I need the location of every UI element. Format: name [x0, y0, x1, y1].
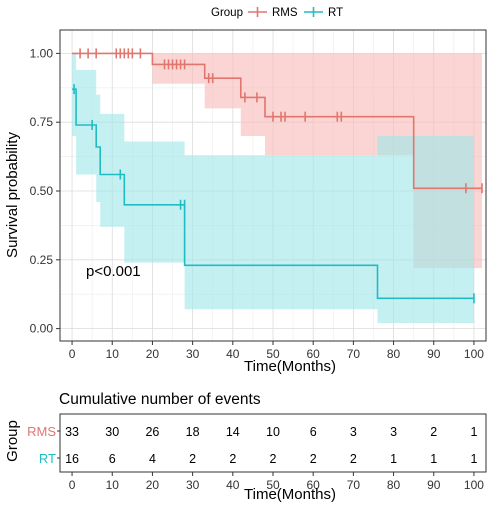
- y-tick-label: 1.00: [30, 46, 54, 60]
- events-table: Cumulative number of events RMS 33 30 26 18 1…: [4, 391, 487, 503]
- table-row-label-rt: RT: [39, 451, 56, 466]
- x-tick-label: 20: [146, 347, 160, 361]
- table-cell: 18: [186, 425, 200, 439]
- ci-band-rt: [72, 53, 474, 324]
- table-row-label-rms: RMS: [27, 424, 56, 439]
- y-tick-label: 0.50: [30, 184, 54, 198]
- table-x-tick-label: 100: [464, 478, 484, 492]
- x-tick-label: 50: [266, 347, 280, 361]
- table-cell: 4: [149, 452, 156, 466]
- p-value-annotation: p<0.001: [86, 263, 141, 280]
- ci-band-rms: [72, 53, 482, 269]
- x-tick-label: 40: [226, 347, 240, 361]
- legend-title: Group: [211, 7, 243, 19]
- survival-line-rt: [72, 88, 474, 300]
- table-y-axis-title: Group: [4, 420, 21, 462]
- y-tick-label: 0.00: [30, 322, 54, 336]
- censor-marks: [73, 48, 483, 304]
- x-tick-label: 100: [464, 347, 484, 361]
- table-cell: 1: [470, 425, 477, 439]
- x-tick-label: 30: [186, 347, 200, 361]
- x-axis-title: Time(Months): [244, 358, 336, 375]
- table-cell: 2: [430, 425, 437, 439]
- survival-line-rms: [72, 52, 482, 190]
- y-tick-label: 0.75: [30, 115, 54, 129]
- table-cell: 3: [390, 425, 397, 439]
- table-x-axis-title: Time(Months): [244, 486, 336, 503]
- table-x-ticks: 0 10 20 30 40 50 60 70 80 90 100: [69, 472, 484, 492]
- table-x-tick-label: 70: [347, 478, 361, 492]
- table-x-tick-label: 30: [186, 478, 200, 492]
- table-cell: 3: [350, 425, 357, 439]
- table-x-tick-label: 0: [69, 478, 76, 492]
- table-x-tick-label: 50: [266, 478, 280, 492]
- table-cell: 2: [270, 452, 277, 466]
- x-tick-label: 70: [347, 347, 361, 361]
- table-cell: 2: [350, 452, 357, 466]
- table-x-tick-label: 80: [387, 478, 401, 492]
- x-tick-label: 10: [106, 347, 120, 361]
- y-axis-title: Survival probability: [4, 132, 21, 258]
- confidence-bands: [72, 53, 482, 324]
- table-cell: 2: [229, 452, 236, 466]
- legend: Group RMS RT: [211, 7, 343, 19]
- table-cell: 6: [109, 452, 116, 466]
- table-x-tick-label: 10: [106, 478, 120, 492]
- table-cell: 10: [266, 425, 280, 439]
- x-tick-label: 0: [69, 347, 76, 361]
- table-cell: 2: [189, 452, 196, 466]
- table-cell: 1: [390, 452, 397, 466]
- table-x-tick-label: 60: [307, 478, 321, 492]
- table-cell: 14: [226, 425, 240, 439]
- table-cell: 26: [145, 425, 159, 439]
- x-tick-label: 90: [427, 347, 441, 361]
- survival-plot: 0 10 20 30 40 50 60 70 80 90 100 0.00 0.25 0.50 0.75 1…: [4, 29, 487, 375]
- x-tick-label: 80: [387, 347, 401, 361]
- table-cell: 1: [470, 452, 477, 466]
- x-axis-ticks: 0 10 20 30 40 50 60 70 80 90 100: [69, 341, 484, 361]
- survival-curves: [72, 52, 482, 300]
- table-cell: 1: [430, 452, 437, 466]
- table-title: Cumulative number of events: [59, 391, 261, 408]
- table-cell: 33: [65, 425, 79, 439]
- x-tick-label: 60: [307, 347, 321, 361]
- table-rows: RMS 33 30 26 18 14 10 6 3 3 2 1RT 16 6 4 2 2 2 2 2 1 1 1: [27, 424, 477, 466]
- legend-label-rt: RT: [328, 7, 343, 19]
- table-x-tick-label: 20: [146, 478, 160, 492]
- table-cell: 2: [310, 452, 317, 466]
- y-axis-ticks: 0.00 0.25 0.50 0.75 1.00: [30, 46, 60, 336]
- table-cell: 30: [105, 425, 119, 439]
- table-cell: 6: [310, 425, 317, 439]
- y-tick-label: 0.25: [30, 253, 54, 267]
- table-cell: 16: [65, 452, 79, 466]
- table-x-tick-label: 40: [226, 478, 240, 492]
- legend-label-rms: RMS: [272, 7, 298, 19]
- table-x-tick-label: 90: [427, 478, 441, 492]
